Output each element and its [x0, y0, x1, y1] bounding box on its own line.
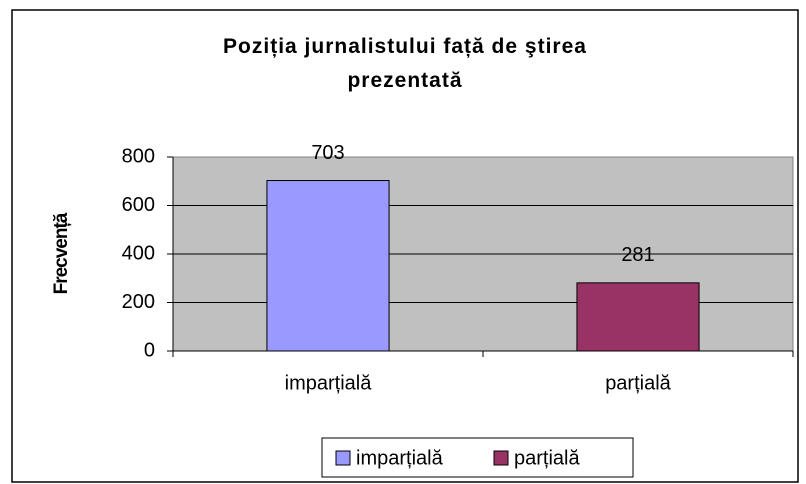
bar — [266, 180, 390, 352]
y-tick-label: 200 — [122, 291, 155, 313]
y-tick-label: 800 — [122, 145, 155, 167]
legend-label: parțială — [514, 447, 580, 469]
x-tick-label: parțială — [605, 372, 671, 394]
y-tick-label: 600 — [122, 194, 155, 216]
legend-swatch — [335, 450, 351, 466]
data-label: 281 — [621, 244, 654, 266]
legend — [321, 437, 634, 478]
chart-title: Poziția jurnalistului față de ştirea pre… — [223, 35, 587, 92]
y-tick-label: 0 — [144, 339, 155, 361]
x-tick-label: imparțială — [285, 372, 373, 394]
bar — [576, 282, 700, 352]
y-axis-label: Frecvență — [51, 212, 72, 294]
y-tick-label: 400 — [122, 242, 155, 264]
legend-label: imparțială — [356, 447, 444, 469]
data-label: 703 — [311, 142, 344, 164]
legend-swatch — [493, 450, 509, 466]
